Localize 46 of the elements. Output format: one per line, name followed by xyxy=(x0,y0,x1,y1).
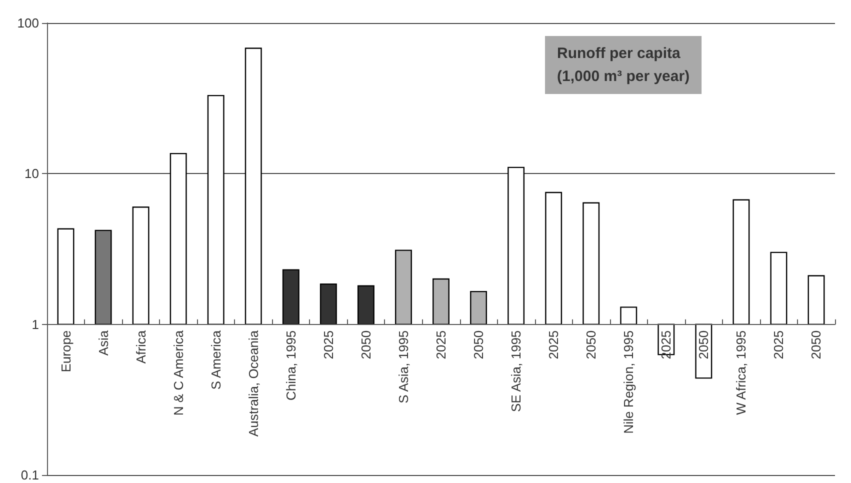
y-tick-label: 10 xyxy=(24,166,39,182)
y-tick-label: 100 xyxy=(17,16,39,30)
bar xyxy=(732,199,750,325)
x-tick-label: 2050 xyxy=(696,330,712,360)
x-tick-label: 2050 xyxy=(358,330,374,360)
x-tick-label: SE Asia, 1995 xyxy=(508,330,524,412)
y-tick-label: 1 xyxy=(32,316,39,332)
x-tick-label: Africa xyxy=(133,330,148,364)
x-tick-label: 2025 xyxy=(320,330,336,360)
x-tick-label: S America xyxy=(208,330,224,390)
bar xyxy=(770,252,788,325)
x-tick-label: 2050 xyxy=(584,330,599,360)
bar xyxy=(394,250,412,325)
bar xyxy=(357,285,374,325)
x-tick-label: Asia xyxy=(96,330,111,356)
bar xyxy=(808,275,825,325)
bar xyxy=(57,228,74,325)
x-tick-label: S Asia, 1995 xyxy=(396,330,411,404)
x-tick-label: N & C America xyxy=(170,330,186,416)
bar xyxy=(508,166,525,325)
x-tick-label: 2050 xyxy=(471,330,486,360)
bar xyxy=(170,152,187,325)
x-tick-label: 2025 xyxy=(546,330,562,360)
x-tick-label: 2025 xyxy=(434,330,448,360)
bar xyxy=(545,192,562,325)
bar xyxy=(207,94,224,325)
x-tick-label: Europe xyxy=(58,330,74,372)
bar xyxy=(132,206,150,325)
x-tick-label: 2050 xyxy=(808,330,824,360)
x-tick-label: 2025 xyxy=(771,330,786,360)
bar xyxy=(244,48,262,325)
bar xyxy=(320,283,337,325)
bar xyxy=(282,269,300,325)
x-tick-label: Nile Region, 1995 xyxy=(621,330,636,434)
x-tick-label: W Africa, 1995 xyxy=(734,330,749,415)
y-tick-label: 0.1 xyxy=(20,468,39,482)
x-tick-label: China, 1995 xyxy=(283,330,298,400)
bar xyxy=(582,202,600,325)
bar xyxy=(620,306,638,325)
x-tick-label: Australia, Oceania xyxy=(246,330,261,437)
text: Runoff per capita xyxy=(557,45,681,62)
bar xyxy=(470,290,488,325)
bar xyxy=(432,278,450,325)
bar xyxy=(94,230,112,325)
x-tick-label: 2025 xyxy=(658,330,674,360)
text: (1,000 m³ per year) xyxy=(557,68,690,85)
